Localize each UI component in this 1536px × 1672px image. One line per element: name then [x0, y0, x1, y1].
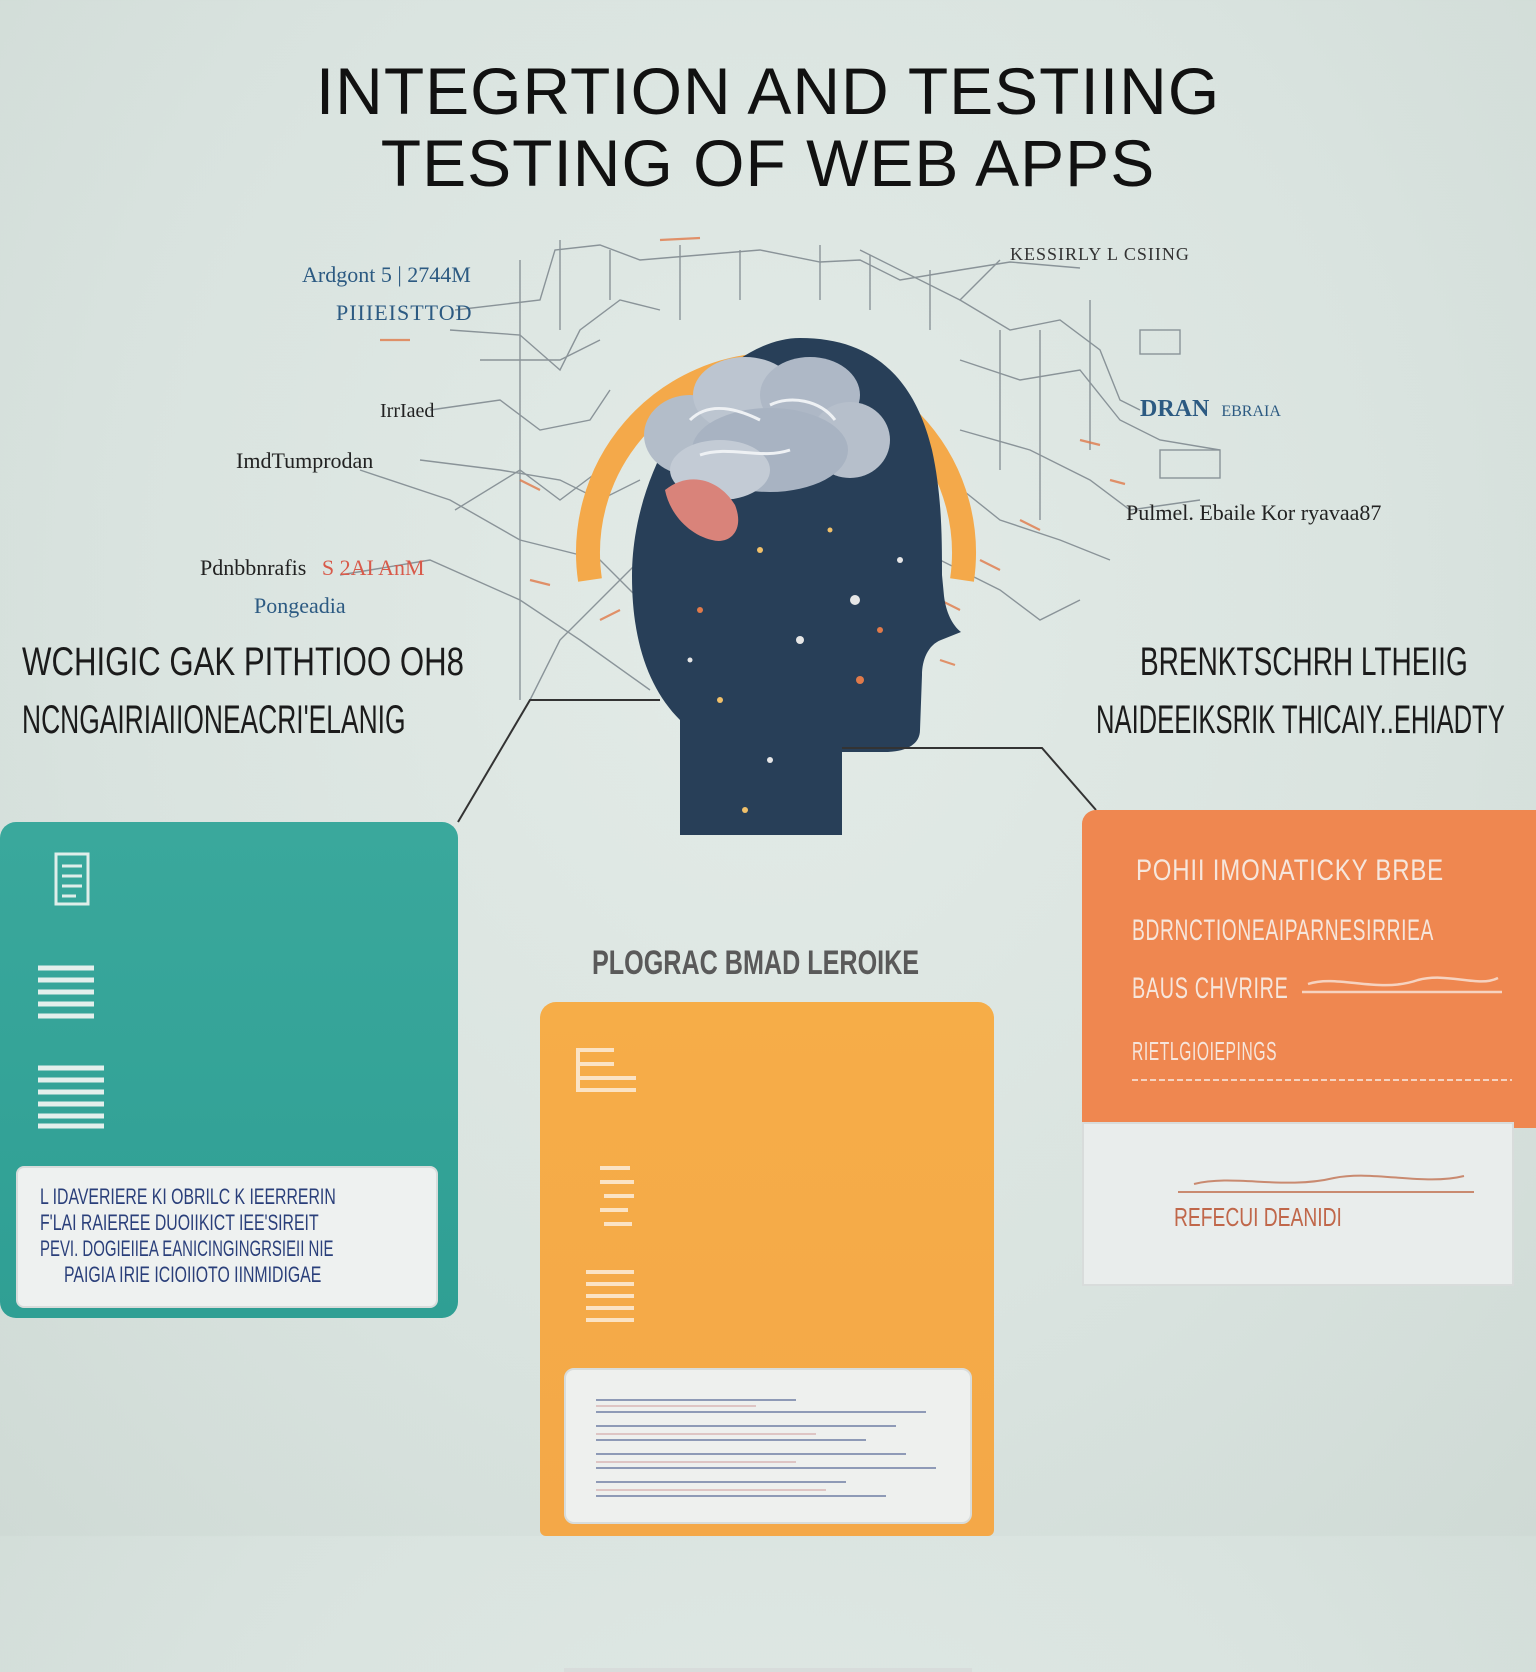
- label-top-left-2: PIIIEISTTOD: [336, 300, 473, 325]
- orange-box-scribble: [1178, 1174, 1474, 1193]
- orange-card: POHII IMONATICKY BRBE BDRNCTIONEAIPARNES…: [1082, 810, 1536, 1128]
- orange-line-4-rule: [1132, 1079, 1512, 1081]
- yellow-notes-scribbles: [596, 1399, 936, 1497]
- stack-icon: [38, 1065, 104, 1129]
- connector-lines: [457, 699, 1097, 823]
- flag-icon: [576, 1048, 636, 1092]
- orange-line-3: BAUS CHVRIRE: [1132, 972, 1289, 1005]
- list-icon: [600, 1166, 634, 1226]
- orange-line-4: RIETLGIOIEPINGS: [1132, 1036, 1278, 1066]
- left-heading-line-1: WCHIGIC GAK PITHTIOO OH8: [22, 640, 465, 684]
- label-left-2: ImdTumprodan: [236, 448, 374, 473]
- label-top-right: KESSIRLY L CSIING: [1010, 244, 1190, 264]
- document-icon: [54, 852, 90, 906]
- head-speckles: [687, 527, 903, 813]
- title-line-2: TESTING OF WEB APPS: [380, 126, 1156, 200]
- label-right-1: DRAN EBRAIA: [1140, 396, 1281, 423]
- grid-icon: [586, 1270, 634, 1322]
- teal-box-line-1: L IDAVERIERE KI OBRILC K IEERRERIN: [40, 1184, 336, 1209]
- label-right-1-suffix: EBRAIA: [1221, 403, 1281, 420]
- teal-card-text-box: L IDAVERIERE KI OBRILC K IEERRERIN F'LAI…: [16, 1166, 438, 1308]
- teal-box-line-3: PEVI. DOGIEIIEA EANICINGINGRSIEII NIE: [40, 1236, 334, 1261]
- teal-box-line-2: F'LAI RAIEREE DUOIIKICT IEE'SIREIT: [40, 1210, 319, 1235]
- title-line-1: INTEGRTION AND TESTIING: [315, 54, 1221, 128]
- teal-box-line-4: PAIGIA IRIE ICIOIIOTO IINMIDIGAE: [64, 1262, 322, 1287]
- label-left-4: Pongeadia: [254, 593, 346, 618]
- label-left-3-accent: S 2AI AnM: [321, 555, 425, 580]
- yellow-card-notes: [564, 1368, 972, 1524]
- left-heading-line-2: NCNGAIRIAIIONEACRI'ELANIG: [22, 698, 406, 742]
- right-heading-line-1: BRENKTSCHRH LTHEIIG: [1140, 640, 1468, 684]
- brain-illustration: [644, 357, 890, 541]
- yellow-card-bottom-box: [564, 1668, 972, 1672]
- label-right-1-text: DRAN: [1140, 396, 1210, 422]
- diagram-canvas: [339, 236, 1221, 835]
- label-right-2: Pulmel. Ebaile Kor ryavaa87: [1126, 500, 1382, 525]
- teal-card: L IDAVERIERE KI OBRILC K IEERRERIN F'LAI…: [0, 822, 458, 1318]
- orange-box-line: REFECUI DEANIDI: [1174, 1202, 1342, 1232]
- orange-line-1: POHII IMONATICKY BRBE: [1136, 854, 1444, 887]
- center-heading: PLOGRAC BMAD LEROIKE: [592, 944, 920, 982]
- label-left-3: Pdnbbnrafis S 2AI AnM: [200, 555, 425, 581]
- right-heading-line-2: NAIDEEIKSRIK THICAIY..EHIADTY: [1096, 698, 1505, 742]
- label-top-left-1: Ardgont 5 | 2744M: [302, 262, 471, 287]
- sketch-accents: [380, 236, 1126, 667]
- stack-icon: [38, 965, 94, 1019]
- orange-line-3-scribble: [1302, 976, 1502, 994]
- orange-line-2: BDRNCTIONEAIPARNESIRRIEA: [1132, 914, 1434, 947]
- label-left-1: IrrIaed: [380, 400, 435, 422]
- label-left-3-text: Pdnbbnrafis: [200, 555, 307, 580]
- orange-card-text-box: REFECUI DEANIDI: [1082, 1122, 1514, 1286]
